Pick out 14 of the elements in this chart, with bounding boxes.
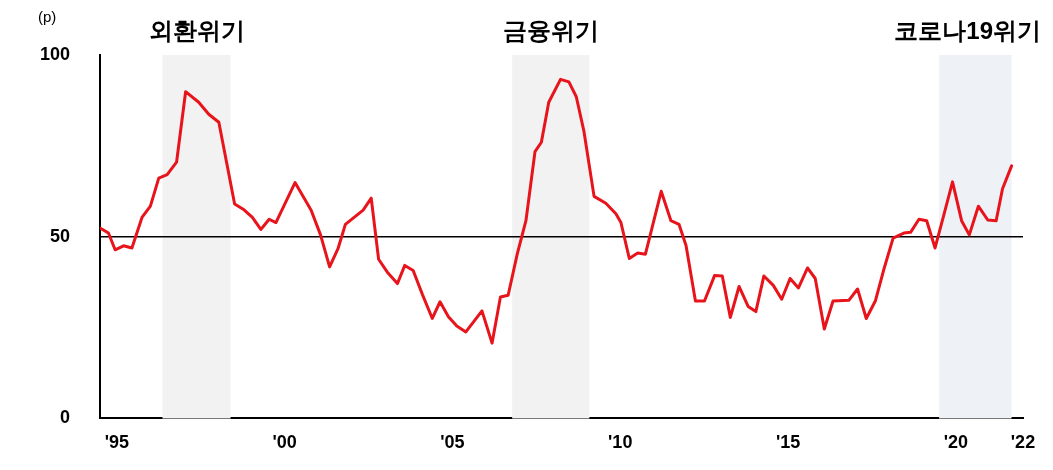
band-label: 외환위기 [148,16,245,44]
y-tick-label: 100 [39,43,71,64]
x-tick-label: '00 [272,432,297,453]
x-tick-label: '95 [104,432,129,453]
x-tick-label: '20 [943,432,969,453]
x-tick-label: '10 [608,432,633,453]
x-tick-label: '05 [440,432,465,453]
y-tick-label: 0 [60,407,71,428]
x-tick-label: '22 [1010,432,1036,453]
band-label: 금융위기 [502,16,599,44]
x-tick-label: '15 [775,432,801,453]
y-axis-title: (p) [38,8,57,26]
y-tick-label: 50 [50,225,71,246]
band-label: 코로나19위기 [894,16,1042,44]
